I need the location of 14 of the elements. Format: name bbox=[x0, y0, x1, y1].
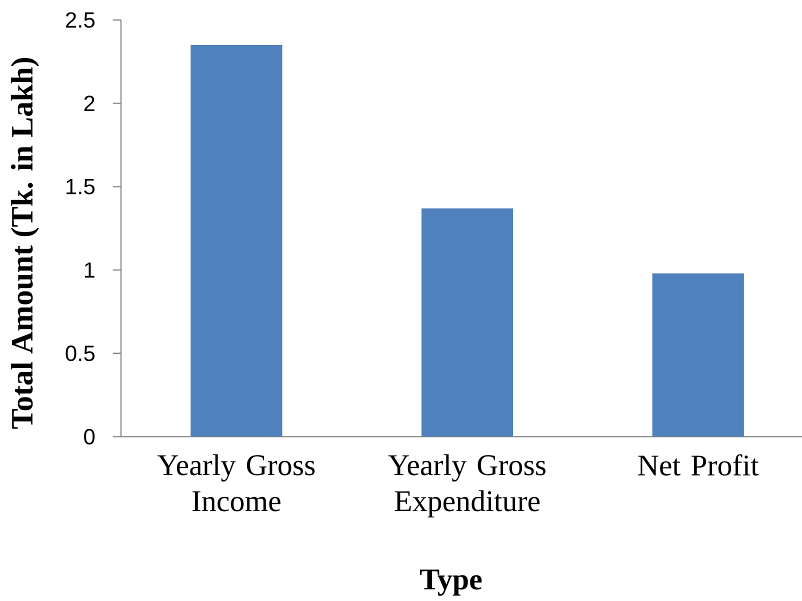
y-tick-label: 0.5 bbox=[66, 346, 95, 362]
x-tick-label: Yearly Gross Expenditure bbox=[388, 454, 546, 518]
x-axis-title: Type bbox=[420, 570, 482, 596]
bar bbox=[190, 44, 282, 437]
y-tick-label: 2 bbox=[84, 96, 94, 112]
y-tick-label: 1 bbox=[84, 262, 94, 278]
y-axis-title: Total Amount (Tk. in Lakh) bbox=[10, 58, 40, 429]
x-tick-label: Net Profit bbox=[638, 454, 759, 476]
bar bbox=[421, 208, 514, 437]
y-tick-label: 2.5 bbox=[66, 12, 95, 28]
bar bbox=[652, 273, 744, 437]
y-tick-label: 0 bbox=[84, 428, 95, 444]
y-tick-label: 1.5 bbox=[66, 178, 95, 194]
x-tick-label: Yearly Gross Income bbox=[157, 454, 315, 512]
